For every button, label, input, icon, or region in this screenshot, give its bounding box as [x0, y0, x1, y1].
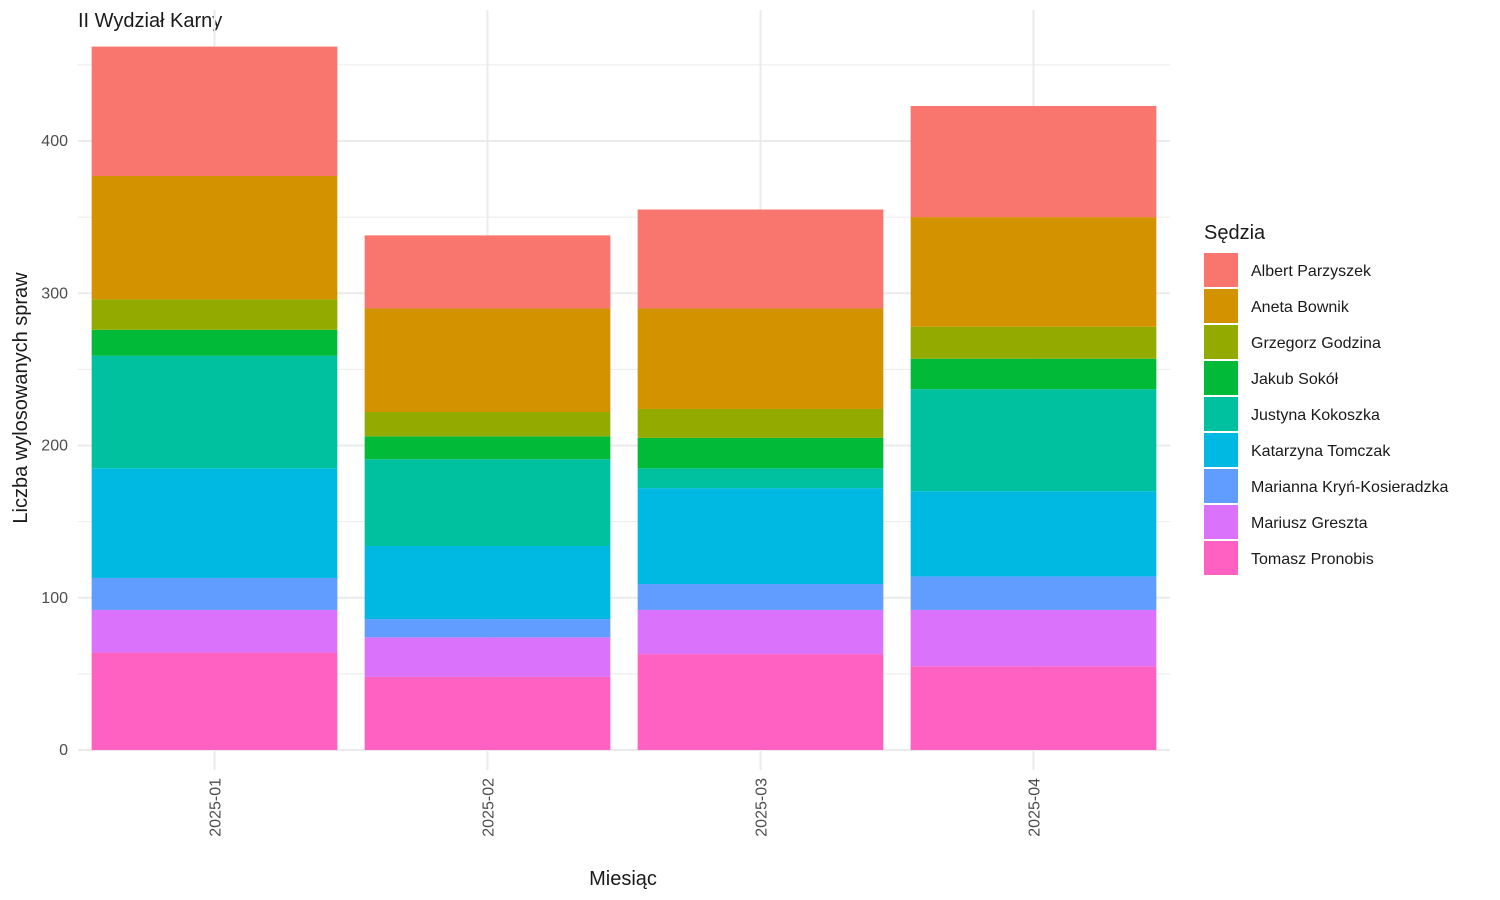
- x-tick-label: 2025-02: [481, 778, 498, 837]
- legend-label: Tomasz Pronobis: [1251, 551, 1374, 568]
- bar-segment: [910, 491, 1157, 577]
- x-axis-ticks: 2025-01 2025-02 2025-03 2025-04: [208, 778, 1044, 837]
- bar-segment: [910, 326, 1157, 359]
- legend-swatch: [1204, 289, 1238, 323]
- bar-segment: [91, 577, 338, 610]
- bar-segment: [637, 488, 884, 585]
- bar-segment: [364, 412, 611, 437]
- bar-segment: [637, 654, 884, 750]
- bar-segment: [364, 436, 611, 460]
- bar-segment: [91, 329, 338, 356]
- legend-label: Aneta Bownik: [1251, 299, 1350, 316]
- bar-segment: [637, 609, 884, 655]
- bar-segment: [364, 637, 611, 677]
- bar-segment: [91, 468, 338, 578]
- x-tick-label: 2025-04: [1027, 778, 1044, 837]
- bar-segment: [910, 105, 1157, 218]
- bar-segment: [637, 437, 884, 469]
- bar-segment: [637, 468, 884, 489]
- legend-swatch: [1204, 325, 1238, 359]
- legend-label: Mariusz Greszta: [1251, 515, 1368, 532]
- legend-swatch: [1204, 469, 1238, 503]
- bar-segment: [91, 46, 338, 177]
- bar-segment: [910, 217, 1157, 327]
- bar-segment: [910, 389, 1157, 492]
- legend-swatch: [1204, 433, 1238, 467]
- bar-segment: [91, 355, 338, 469]
- legend-label: Katarzyna Tomczak: [1251, 443, 1391, 460]
- legend-label: Albert Parzyszek: [1251, 263, 1372, 280]
- bar-segment: [364, 619, 611, 638]
- bar-segment: [910, 609, 1157, 667]
- legend-swatch: [1204, 541, 1238, 575]
- legend-swatch: [1204, 253, 1238, 287]
- y-tick-label: 300: [41, 285, 68, 302]
- legend-swatch: [1204, 397, 1238, 431]
- x-tick-label: 2025-03: [754, 778, 771, 837]
- bar-segment: [637, 209, 884, 309]
- bar-segment: [364, 459, 611, 546]
- bar-segment: [364, 308, 611, 413]
- legend-label: Justyna Kokoszka: [1251, 407, 1380, 424]
- legend-swatch: [1204, 505, 1238, 539]
- bar-segment: [91, 609, 338, 653]
- y-axis-title: Liczba wylosowanych spraw: [10, 272, 32, 524]
- y-tick-label: 200: [41, 438, 68, 455]
- x-tick-label: 2025-01: [208, 778, 225, 837]
- bar-segment: [364, 235, 611, 309]
- bars: [91, 46, 1157, 750]
- y-tick-label: 400: [41, 133, 68, 150]
- y-tick-label: 0: [59, 742, 68, 759]
- chart-title: II Wydział Karny: [78, 10, 222, 32]
- legend-label: Grzegorz Godzina: [1251, 335, 1381, 352]
- legend-title: Sędzia: [1204, 222, 1266, 244]
- y-axis-ticks: 0 100 200 300 400: [41, 133, 68, 759]
- bar-segment: [910, 666, 1157, 750]
- bar-segment: [364, 676, 611, 750]
- bar-segment: [91, 652, 338, 750]
- legend-swatch: [1204, 361, 1238, 395]
- bar-segment: [91, 176, 338, 300]
- x-axis-title: Miesiąc: [589, 868, 657, 890]
- bar-segment: [364, 545, 611, 620]
- bar-segment: [637, 408, 884, 438]
- bar-segment: [91, 299, 338, 330]
- bar-segment: [910, 358, 1157, 390]
- y-tick-label: 100: [41, 590, 68, 607]
- legend-label: Marianna Kryń-Kosieradzka: [1251, 479, 1449, 496]
- bar-segment: [637, 308, 884, 409]
- legend-label: Jakub Sokół: [1251, 371, 1339, 388]
- bar-segment: [637, 584, 884, 610]
- bar-segment: [910, 576, 1157, 610]
- legend: Sędzia Albert Parzyszek Aneta Bownik Grzeg…: [1204, 222, 1449, 575]
